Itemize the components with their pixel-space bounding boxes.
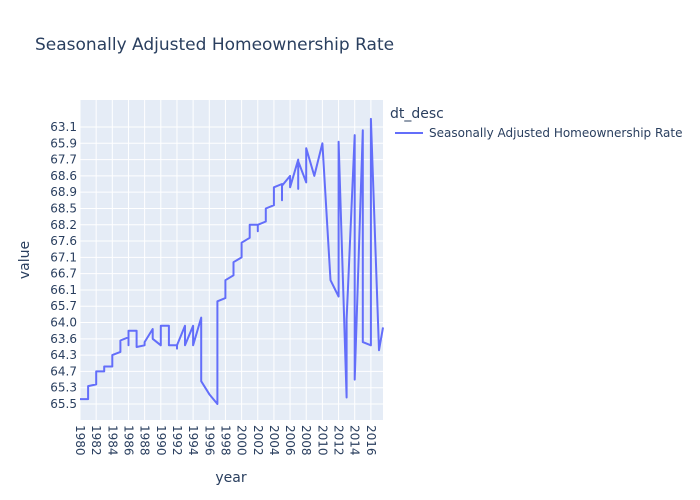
x-tick-label: 2016 bbox=[364, 425, 378, 456]
x-tick-label: 2008 bbox=[299, 425, 313, 456]
x-tick-label: 1992 bbox=[170, 425, 184, 456]
y-tick-label: 65.5 bbox=[50, 397, 77, 411]
x-tick-label: 1986 bbox=[121, 425, 135, 456]
x-tick-label: 2014 bbox=[348, 425, 362, 456]
x-tick-label: 1998 bbox=[218, 425, 232, 456]
legend-title: dt_desc bbox=[390, 106, 444, 122]
y-tick-label: 64.0 bbox=[50, 316, 77, 330]
series-line-0[interactable] bbox=[80, 117, 384, 405]
y-tick-label: 68.2 bbox=[50, 218, 77, 232]
y-tick-label: 68.5 bbox=[50, 201, 77, 215]
x-tick-label: 2006 bbox=[283, 425, 297, 456]
x-tick-label: 2002 bbox=[251, 425, 265, 456]
x-tick-label: 1996 bbox=[202, 425, 216, 456]
x-tick-label: 2010 bbox=[315, 425, 329, 456]
x-tick-label: 1994 bbox=[186, 425, 200, 456]
y-tick-label: 68.9 bbox=[50, 185, 77, 199]
x-tick-label: 2000 bbox=[235, 425, 249, 456]
y-tick-label: 67.7 bbox=[50, 153, 77, 167]
legend[interactable]: dt_desc Seasonally Adjusted Homeownershi… bbox=[390, 106, 682, 140]
x-tick-label: 1982 bbox=[89, 425, 103, 456]
x-axis-title: year bbox=[215, 470, 246, 486]
y-tick-label: 64.3 bbox=[50, 348, 77, 362]
x-tick-label: 1980 bbox=[73, 425, 87, 456]
legend-item-label: Seasonally Adjusted Homeownership Rate bbox=[429, 126, 682, 140]
y-tick-label: 65.7 bbox=[50, 299, 77, 313]
y-tick-label: 63.6 bbox=[50, 332, 77, 346]
y-tick-labels: 65.5 65.3 64.7 64.3 63.6 64.0 65.7 66.1 66.7 67.1… bbox=[50, 120, 77, 411]
y-tick-label: 68.6 bbox=[50, 169, 77, 183]
y-tick-label: 65.3 bbox=[50, 381, 77, 395]
x-tick-label: 1990 bbox=[154, 425, 168, 456]
y-tick-label: 67.1 bbox=[50, 250, 77, 264]
y-tick-label: 63.1 bbox=[50, 120, 77, 134]
chart-title: Seasonally Adjusted Homeownership Rate bbox=[35, 35, 394, 55]
y-tick-label: 64.7 bbox=[50, 364, 77, 378]
y-tick-label: 67.6 bbox=[50, 234, 77, 248]
x-tick-label: 2004 bbox=[267, 425, 281, 456]
y-tick-label: 66.7 bbox=[50, 267, 77, 281]
x-tick-label: 2012 bbox=[332, 425, 346, 456]
y-axis-title: value bbox=[17, 241, 33, 279]
x-tick-label: 1988 bbox=[138, 425, 152, 456]
x-tick-label: 1984 bbox=[105, 425, 119, 456]
series-layer bbox=[80, 117, 384, 405]
y-tick-label: 65.9 bbox=[50, 136, 77, 150]
plot-area bbox=[80, 100, 383, 420]
x-tick-labels: 1980 1982 1984 1986 1988 1990 1992 1994 1996 1998… bbox=[73, 425, 378, 456]
y-tick-label: 66.1 bbox=[50, 283, 77, 297]
